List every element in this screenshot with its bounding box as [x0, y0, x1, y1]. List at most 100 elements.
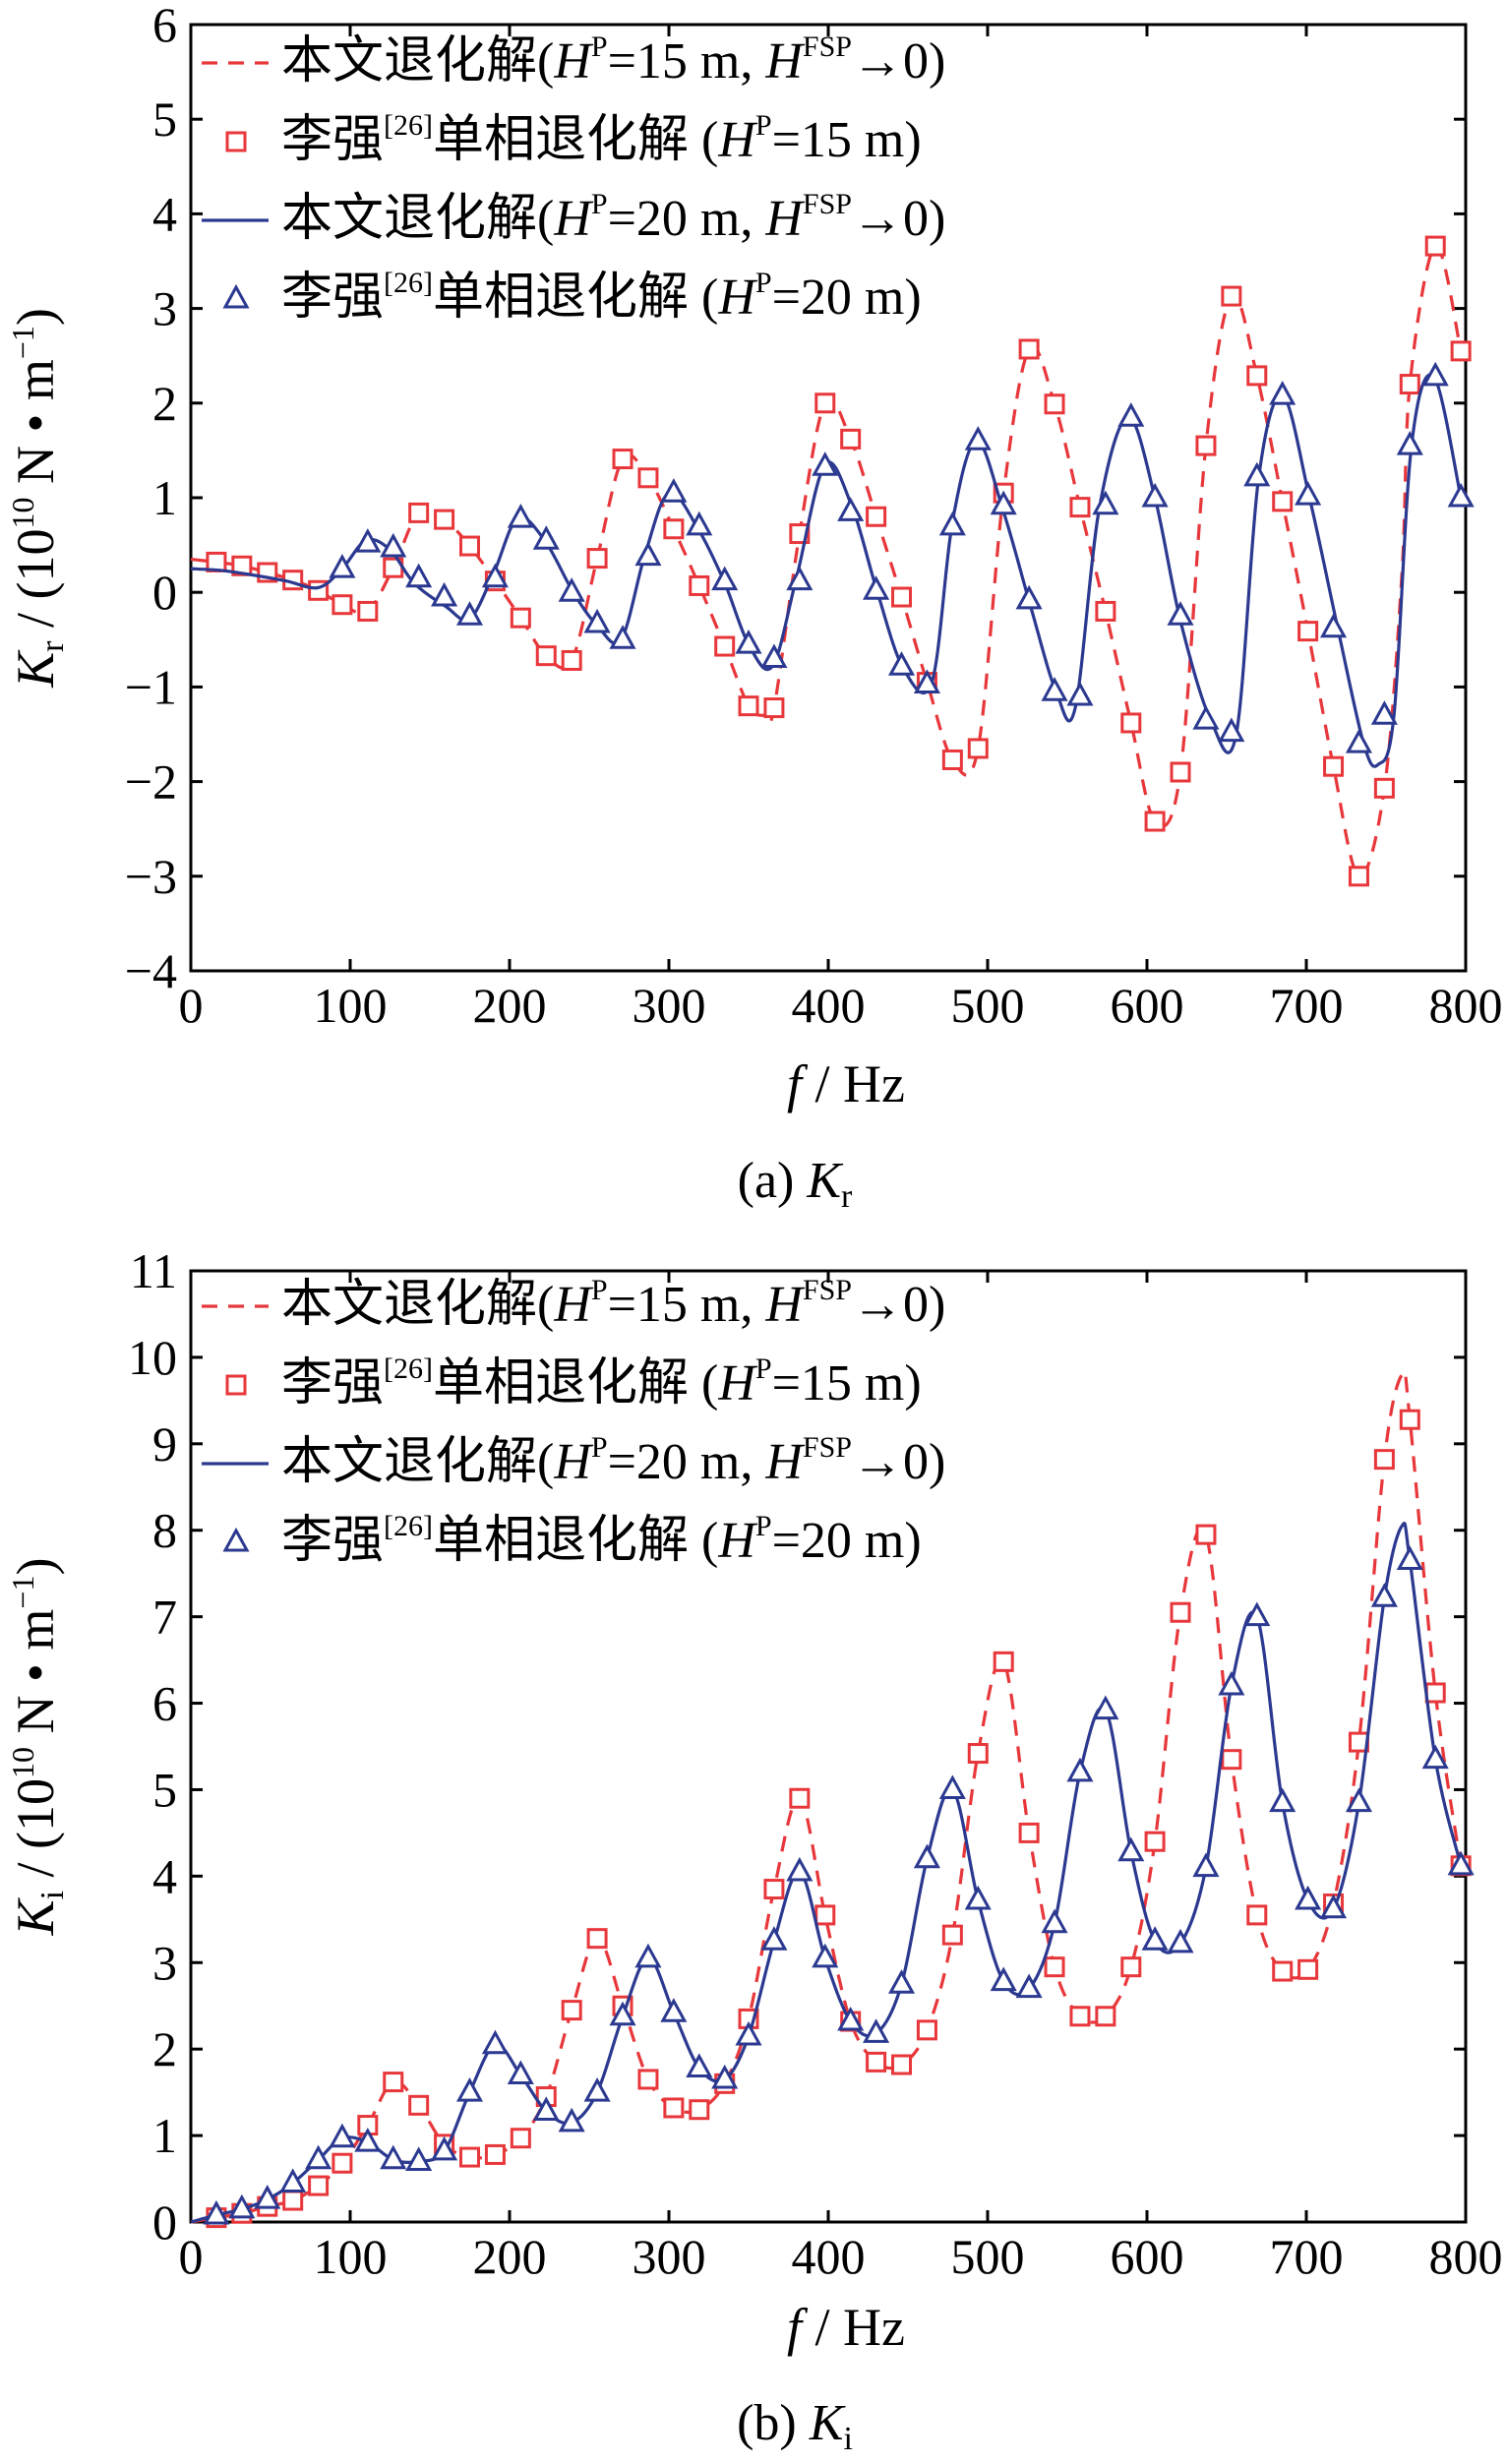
square-marker: [1069, 497, 1091, 518]
triangle-marker: [735, 2020, 762, 2046]
triangle-marker: [1447, 482, 1475, 508]
square-marker: [1424, 1682, 1446, 1704]
square-marker: [891, 2054, 913, 2075]
triangle-marker: [1092, 1695, 1119, 1720]
square-marker: [1120, 712, 1142, 734]
legend-label: 本文退化解(HP=20 m, HFSP→0): [281, 188, 945, 247]
x-tick-label: 300: [633, 978, 706, 1033]
triangle-marker: [1421, 1744, 1449, 1770]
triangle-marker: [938, 1774, 966, 1799]
square-marker: [941, 1924, 963, 1946]
square-marker: [561, 649, 582, 671]
triangle-marker: [686, 2053, 713, 2078]
triangle-marker: [1015, 1973, 1043, 1999]
square-marker: [1044, 393, 1065, 415]
y-tick-label: 3: [152, 1935, 177, 1990]
triangle-marker: [558, 577, 585, 602]
x-tick-label: 600: [1111, 978, 1184, 1033]
triangle-marker: [507, 504, 534, 528]
series-solid-blue: [190, 373, 1463, 768]
square-marker: [1297, 621, 1319, 642]
square-marker: [484, 2143, 506, 2165]
triangle-marker: [711, 2064, 739, 2089]
series-markers-triangle-blue: [203, 1545, 1475, 2225]
x-tick-label: 500: [951, 2229, 1025, 2284]
square-marker: [408, 2094, 430, 2116]
x-tick-label: 200: [473, 978, 547, 1033]
triangle-marker: [1243, 461, 1271, 487]
square-marker: [1170, 1601, 1191, 1623]
legend-swatch-triangle: [222, 1527, 250, 1552]
y-tick-label: 3: [152, 281, 177, 336]
triangle-marker: [660, 478, 688, 503]
series-line: [190, 373, 1463, 768]
y-tick-label: 5: [152, 1762, 177, 1817]
triangle-marker: [1320, 1893, 1348, 1919]
square-marker: [1018, 338, 1040, 360]
square-marker: [586, 548, 608, 570]
legend-label: 本文退化解(HP=20 m, HFSP→0): [281, 1431, 945, 1490]
x-tick-label: 200: [473, 2229, 547, 2284]
square-marker: [1144, 1831, 1166, 1852]
square-marker: [1170, 761, 1191, 783]
square-marker: [789, 1787, 811, 1809]
square-marker: [586, 1928, 608, 1950]
square-marker: [1195, 435, 1217, 456]
triangle-marker: [1218, 717, 1245, 743]
square-marker: [408, 502, 430, 523]
y-tick-label: 6: [152, 0, 177, 52]
square-marker: [1018, 1822, 1040, 1843]
square-marker: [1272, 491, 1294, 512]
triangle-marker: [1421, 361, 1449, 387]
square-marker: [1195, 1524, 1217, 1545]
triangle-marker: [405, 563, 433, 588]
square-marker: [1373, 1449, 1395, 1471]
triangle-marker: [1370, 1583, 1398, 1607]
square-marker: [866, 2051, 887, 2073]
triangle-marker: [1041, 1908, 1068, 1934]
triangle-marker: [507, 2060, 534, 2085]
series-solid-blue: [190, 1522, 1463, 2224]
square-marker: [866, 506, 887, 527]
series-markers-triangle-blue: [329, 361, 1475, 753]
y-tick-label: 5: [152, 91, 177, 147]
y-tick-label: 2: [152, 2021, 177, 2076]
square-marker: [434, 509, 455, 530]
triangle-marker: [913, 669, 940, 694]
square-marker: [332, 594, 353, 616]
square-marker: [383, 2072, 404, 2093]
triangle-marker: [380, 532, 407, 558]
panel-caption: (a) Kr: [738, 1153, 853, 1215]
triangle-marker: [431, 2135, 458, 2161]
y-tick-label: −4: [125, 943, 177, 998]
square-marker: [332, 2152, 353, 2174]
triangle-marker: [812, 451, 839, 476]
triangle-marker: [558, 2107, 585, 2133]
square-marker: [967, 1743, 989, 1765]
square-marker: [941, 749, 963, 770]
triangle-marker: [1218, 1670, 1245, 1696]
triangle-marker: [1243, 1601, 1271, 1627]
triangle-marker: [760, 1926, 788, 1951]
triangle-marker: [711, 566, 739, 591]
triangle-marker: [1117, 1836, 1145, 1862]
triangle-marker: [863, 2018, 890, 2043]
triangle-marker: [1092, 490, 1119, 515]
square-marker: [689, 574, 710, 596]
square-marker: [1323, 755, 1345, 777]
square-marker: [1272, 1960, 1294, 1982]
triangle-marker: [203, 2199, 230, 2225]
triangle-marker: [634, 1943, 662, 1968]
y-tick-label: 6: [152, 1676, 177, 1731]
square-marker: [1221, 1749, 1242, 1771]
triangle-marker: [1320, 613, 1348, 638]
triangle-marker: [609, 2001, 636, 2026]
square-marker: [763, 1879, 785, 1900]
triangle-marker: [279, 2168, 307, 2193]
legend-swatch-triangle: [222, 283, 250, 309]
x-axis-label: f / Hz: [787, 1054, 905, 1113]
square-marker: [459, 535, 480, 557]
triangle-marker: [228, 2194, 256, 2219]
legend-entry: 李强[26]单相退化解 (HP=20 m): [222, 1510, 922, 1569]
